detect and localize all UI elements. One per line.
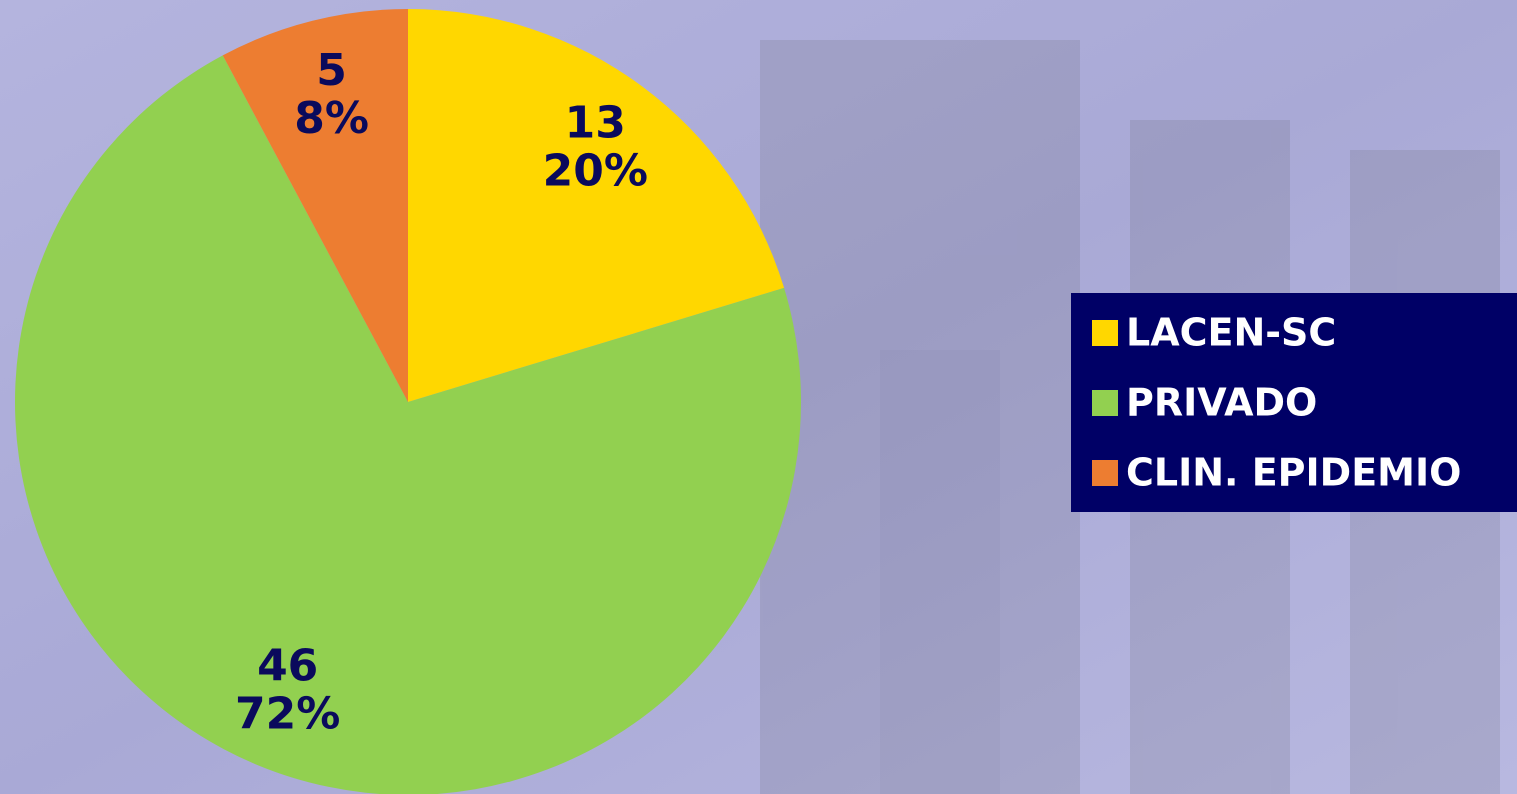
legend-label: PRIVADO (1126, 381, 1317, 425)
slice-percent-label: 72% (235, 688, 340, 739)
legend-swatch (1092, 320, 1118, 346)
slice-percent-label: 8% (294, 93, 369, 144)
slice-value-label: 46 (257, 640, 318, 691)
background-building (760, 40, 1500, 794)
legend-label: LACEN-SC (1126, 311, 1336, 355)
slice-value-label: 5 (316, 45, 347, 96)
pie-slice (15, 55, 801, 794)
pie-slice (408, 9, 785, 402)
slice-value-label: 13 (565, 97, 626, 148)
legend-label: CLIN. EPIDEMIO (1126, 451, 1461, 495)
slice-percent-label: 20% (543, 145, 648, 196)
legend: LACEN-SC PRIVADO CLIN. EPIDEMIO (1071, 293, 1517, 512)
legend-box (1071, 293, 1517, 512)
legend-swatch (1092, 460, 1118, 486)
pie-slice (222, 9, 408, 402)
legend-swatch (1092, 390, 1118, 416)
